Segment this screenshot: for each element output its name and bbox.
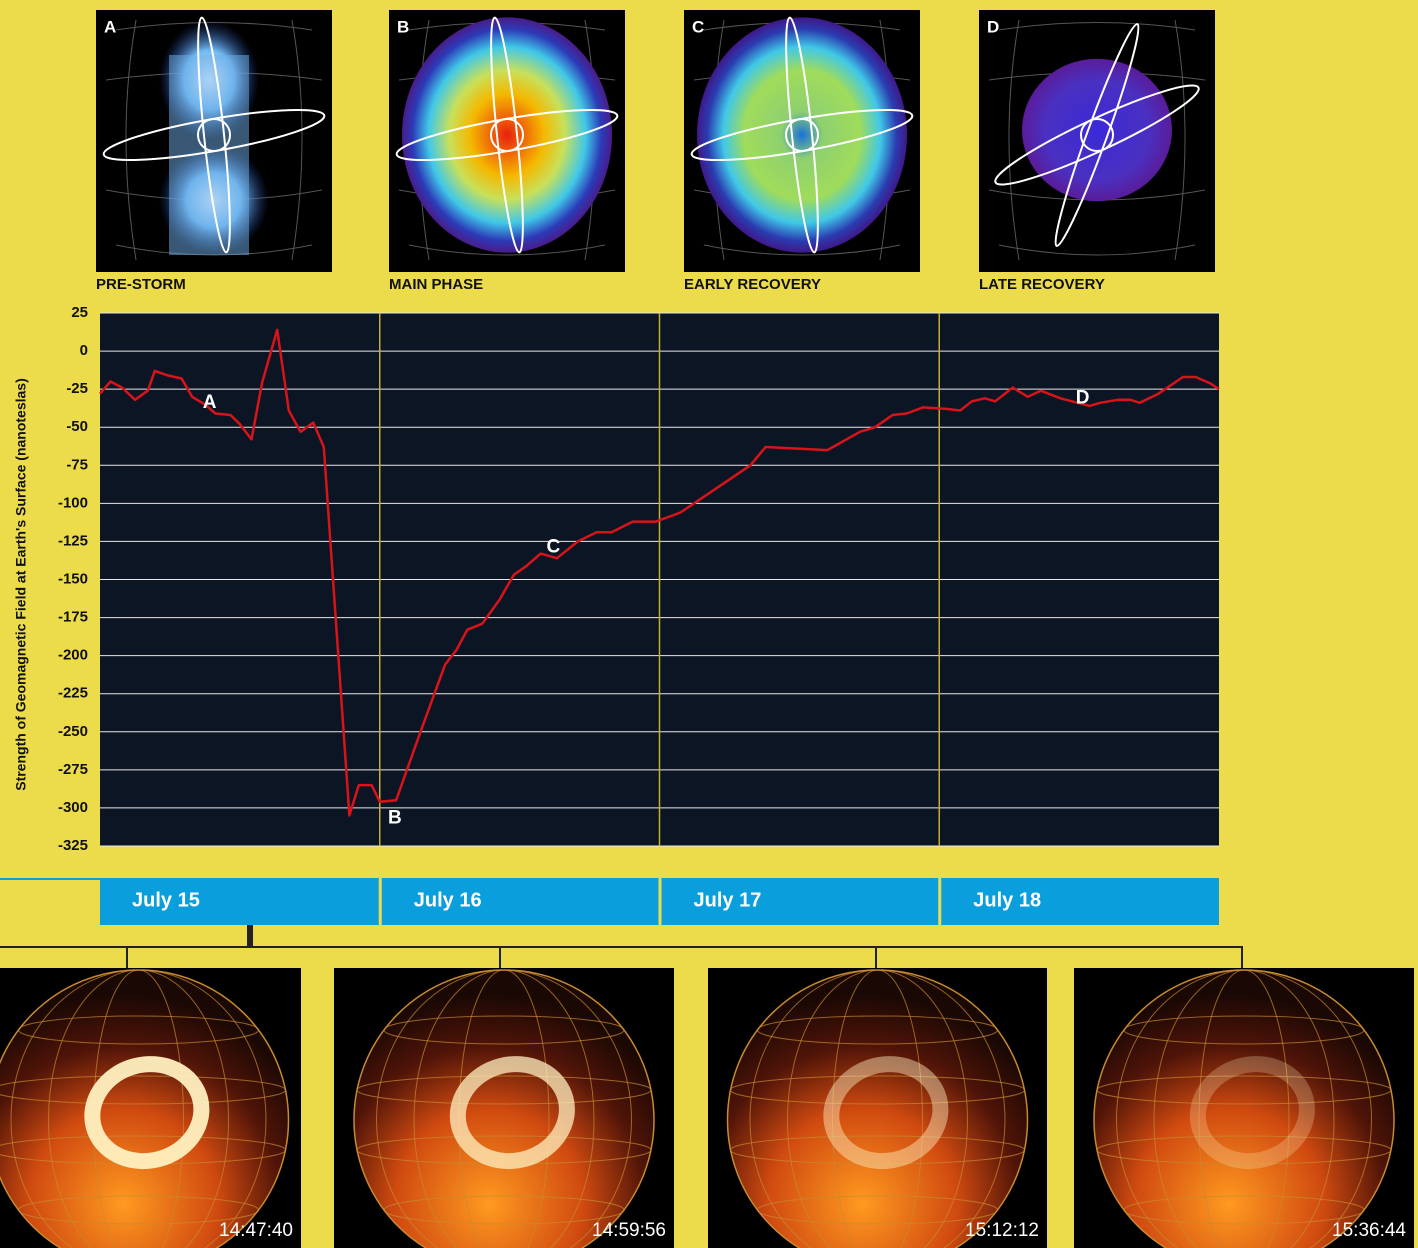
panel-letter: B	[397, 17, 409, 36]
y-tick-label: -250	[58, 723, 88, 740]
timestamp: 15:36:44	[1332, 1220, 1406, 1241]
y-tick-label: -300	[58, 799, 88, 816]
connector-stem	[247, 925, 253, 947]
date-label: July 15	[132, 889, 200, 911]
aurora	[402, 17, 612, 253]
date-label: July 16	[414, 889, 482, 911]
earth-ring	[785, 118, 819, 152]
orbit	[197, 16, 231, 254]
data-line	[99, 328, 1220, 817]
date-band	[100, 878, 379, 925]
date-label: July 18	[973, 889, 1041, 911]
earth-ring	[490, 118, 524, 152]
y-tick-label: 25	[71, 304, 88, 321]
y-tick-label: -100	[58, 494, 88, 511]
date-label: July 17	[694, 889, 762, 911]
panel-label: MAIN PHASE	[389, 276, 483, 293]
globe-edge	[0, 969, 290, 1248]
connector	[0, 925, 1243, 968]
auroral-oval	[823, 1056, 949, 1170]
chart-annotation: A	[203, 392, 217, 413]
orbit	[785, 16, 819, 254]
orbit	[1054, 23, 1140, 247]
aurora	[1022, 58, 1172, 202]
y-tick-label: -325	[58, 837, 88, 854]
date-band	[381, 878, 659, 925]
globe-edge	[726, 969, 1029, 1248]
earth-ring	[1080, 118, 1114, 152]
chart-annotation: C	[547, 537, 561, 558]
y-tick-label: -200	[58, 647, 88, 664]
globe-edge	[353, 969, 655, 1248]
globe-edge	[1093, 969, 1395, 1248]
storm-image: C	[684, 10, 920, 272]
panel-label: PRE-STORM	[96, 276, 186, 293]
aurora-image: 15:12:12	[708, 968, 1047, 1248]
date-band	[941, 878, 1219, 925]
date-band	[661, 878, 939, 925]
timestamp: 14:47:40	[219, 1220, 293, 1241]
aurora	[169, 55, 249, 255]
globe	[1094, 970, 1394, 1248]
panel-label: EARLY RECOVERY	[684, 276, 821, 293]
y-tick-label: -50	[66, 418, 88, 435]
orbit	[490, 16, 524, 254]
auroral-oval	[84, 1056, 210, 1170]
panel-letter: C	[692, 17, 704, 36]
storm-image: D	[979, 10, 1215, 272]
earth-ring	[197, 118, 231, 152]
y-tick-label: -125	[58, 532, 88, 549]
globe	[727, 970, 1028, 1248]
y-tick-label: 0	[80, 342, 88, 359]
chart-annotation: B	[388, 808, 402, 829]
y-tick-label: -25	[66, 380, 88, 397]
y-tick-label: -275	[58, 761, 88, 778]
chart-annotation: D	[1076, 387, 1090, 408]
auroral-oval	[1189, 1056, 1315, 1170]
y-tick-label: -150	[58, 570, 88, 587]
panel-label: LATE RECOVERY	[979, 276, 1105, 293]
aurora-image: 15:36:44	[1074, 968, 1414, 1248]
y-tick-label: -175	[58, 609, 88, 626]
aurora-image: 14:59:56	[334, 968, 674, 1248]
globe	[0, 970, 289, 1248]
y-tick-label: -75	[66, 456, 88, 473]
panel-letter: A	[104, 17, 116, 36]
globe	[354, 970, 654, 1248]
timestamp: 14:59:56	[592, 1220, 666, 1241]
storm-image: A	[96, 10, 332, 272]
y-tick-label: -225	[58, 685, 88, 702]
aurora	[697, 17, 907, 253]
auroral-oval	[449, 1056, 575, 1170]
panel-letter: D	[987, 17, 999, 36]
y-axis-label: Strength of Geomagnetic Field at Earth's…	[13, 378, 29, 791]
storm-image: B	[389, 10, 625, 272]
timestamp: 15:12:12	[965, 1220, 1039, 1241]
aurora-image: 14:47:40	[0, 968, 301, 1248]
